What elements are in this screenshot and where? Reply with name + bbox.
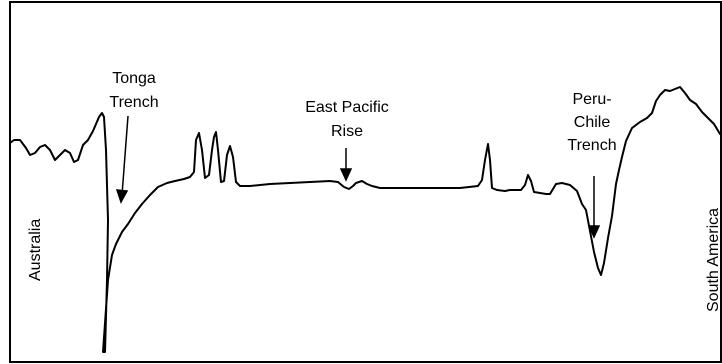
tonga-label-line2: Trench	[109, 94, 158, 111]
peru-chile-trench-arrow	[587, 176, 601, 239]
diagram-frame	[9, 1, 722, 363]
east-pacific-rise-label-line1: East Pacific	[305, 99, 389, 116]
east-pacific-rise-arrow	[339, 148, 353, 182]
tonga-trench-arrow	[115, 115, 129, 204]
east-pacific-rise-label-line2: Rise	[331, 123, 363, 140]
peru-chile-trench-label-line2: Chile	[574, 114, 611, 131]
australia-label: Australia	[27, 219, 44, 281]
tonga-label-line1: Tonga	[112, 70, 156, 87]
seafloor-profile-line	[9, 86, 721, 353]
south-america-label: South America	[705, 208, 722, 312]
peru-chile-trench-label-line1: Peru-	[572, 91, 611, 108]
peru-chile-trench-label-line3: Trench	[567, 137, 616, 154]
